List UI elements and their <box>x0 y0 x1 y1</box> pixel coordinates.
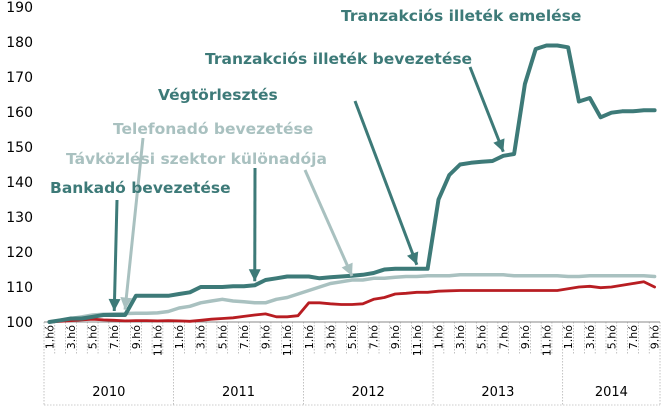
x-tick-label: 9.hó <box>260 325 273 349</box>
x-tick-label: 3.hó <box>324 325 337 349</box>
y-tick-label: 150 <box>6 140 33 156</box>
annotation-arrow-line <box>123 137 145 310</box>
annotation-bank-levy: Bankadó bevezetése <box>50 179 231 197</box>
x-tick-label: 7.hó <box>368 325 381 349</box>
x-tick-label: 1.hó <box>43 325 56 349</box>
y-tick-label: 100 <box>6 315 33 331</box>
y-tick-label: 170 <box>6 70 33 86</box>
annotations: Tranzakciós illeték emelése Tranzakciós … <box>50 7 581 197</box>
x-tick-label: 3.hó <box>454 325 467 349</box>
x-tick-label: 5.hó <box>605 325 618 349</box>
x-tick-label: 11.hó <box>541 325 554 356</box>
y-axis: 100 110 120 130 140 150 160 170 180 190 <box>6 0 33 331</box>
annotation-transaction-levy-raise: Tranzakciós illeték emelése <box>341 7 581 25</box>
annotation-early-repayment: Végtörlesztés <box>158 86 278 104</box>
x-tick-label: 1.hó <box>432 325 445 349</box>
x-axis: 1.hó 3.hó 5.hó 7.hó 9.hó 11.hó 1.hó 3.hó 5.hó 7.h… <box>43 321 662 406</box>
year-label: 2011 <box>222 385 255 400</box>
annotation-arrow-head <box>120 297 133 310</box>
x-tick-label: 3.hó <box>195 325 208 349</box>
x-tick-label: 9.hó <box>389 325 402 349</box>
x-tick-label: 9.hó <box>649 325 662 349</box>
annotation-arrow-line <box>468 66 505 153</box>
x-tick-label: 1.hó <box>562 325 575 349</box>
x-tick-label: 7.hó <box>238 325 251 349</box>
x-tick-label: 5.hó <box>87 325 100 349</box>
y-tick-label: 160 <box>6 105 33 121</box>
x-tick-label: 3.hó <box>65 325 78 349</box>
series-line-light-teal <box>47 273 657 324</box>
x-tick-label: 5.hó <box>476 325 489 349</box>
x-tick-label: 3.hó <box>584 325 597 349</box>
annotation-arrow-head <box>108 298 121 311</box>
x-tick-label: 7.hó <box>108 325 121 349</box>
y-tick-label: 120 <box>6 245 33 261</box>
annotation-arrows <box>108 66 505 312</box>
annotation-arrow-line <box>353 100 419 266</box>
annotation-arrow-head <box>341 262 353 276</box>
year-label: 2014 <box>595 385 628 400</box>
annotation-telecom-sector-tax: Távközlési szektor különadója <box>66 150 327 168</box>
year-label: 2010 <box>92 385 125 400</box>
annotation-telephone-tax: Telefonadó bevezetése <box>113 120 313 138</box>
x-tick-label: 1.hó <box>303 325 316 349</box>
x-tick-label: 11.hó <box>281 325 294 356</box>
x-tick-label: 11.hó <box>151 325 164 356</box>
x-tick-label: 9.hó <box>519 325 532 349</box>
x-tick-label: 9.hó <box>130 325 143 349</box>
y-tick-label: 190 <box>6 0 33 16</box>
annotation-transaction-levy-intro: Tranzakciós illeték bevezetése <box>205 50 472 68</box>
annotation-arrow-line <box>303 169 354 277</box>
annotation-arrow-head <box>248 269 261 282</box>
x-tick-label: 7.hó <box>497 325 510 349</box>
annotation-arrow-head <box>406 251 419 265</box>
annotation-arrow-line <box>112 199 119 312</box>
x-tick-label: 7.hó <box>627 325 640 349</box>
x-tick-label: 5.hó <box>216 325 229 349</box>
series-line-red <box>48 280 656 324</box>
x-tick-label: 5.hó <box>346 325 359 349</box>
year-label: 2013 <box>481 385 514 400</box>
y-tick-label: 180 <box>6 35 33 51</box>
year-label: 2012 <box>352 385 385 400</box>
y-tick-label: 130 <box>6 210 33 226</box>
x-tick-label: 11.hó <box>411 325 424 356</box>
x-tick-label: 1.hó <box>173 325 186 349</box>
y-tick-label: 140 <box>6 175 33 191</box>
y-tick-label: 110 <box>6 280 33 296</box>
annotation-arrow-head <box>493 138 505 152</box>
